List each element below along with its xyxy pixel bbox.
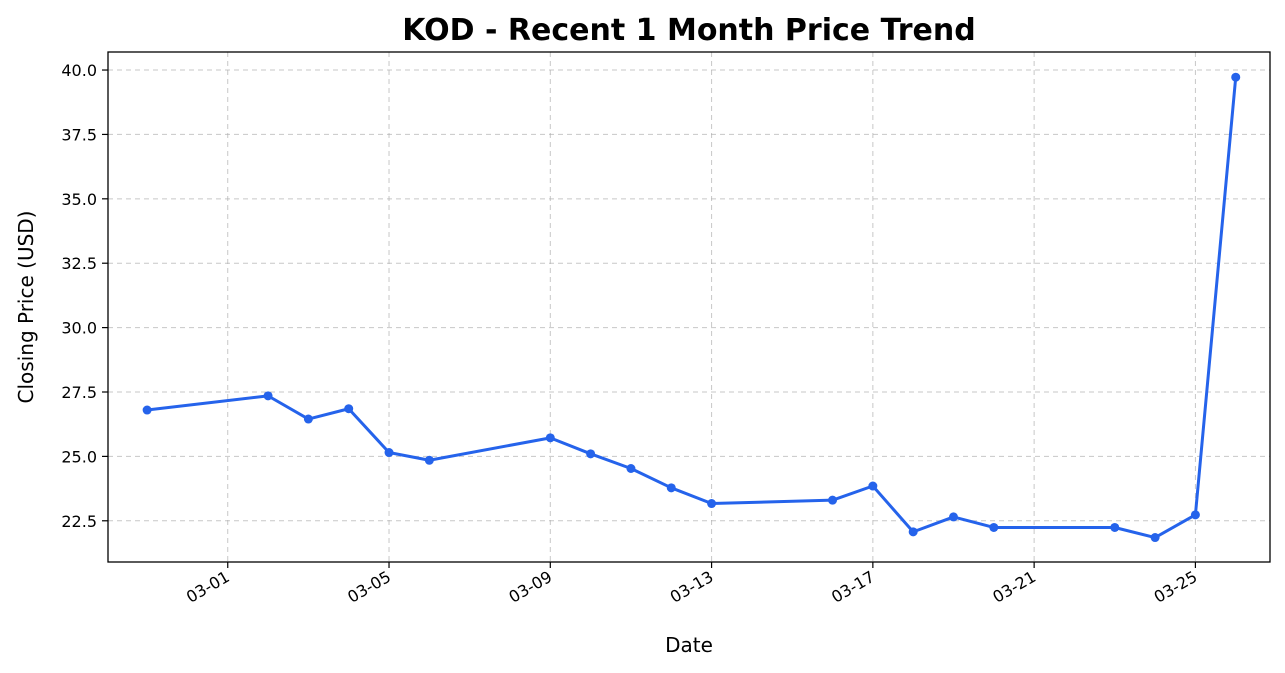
price-point — [586, 449, 596, 459]
x-tick-label: 03-13 — [667, 567, 717, 607]
price-point — [948, 512, 958, 522]
price-point — [344, 404, 354, 414]
price-point — [989, 522, 999, 532]
y-tick-label: 32.5 — [61, 254, 97, 273]
price-point — [303, 414, 313, 424]
plot-frame — [107, 51, 1271, 563]
x-tick-label: 03-25 — [1151, 567, 1201, 607]
price-point — [384, 448, 394, 458]
price-point — [868, 481, 878, 491]
y-tick-label: 40.0 — [61, 61, 97, 80]
y-tick-label: 22.5 — [61, 512, 97, 531]
price-point — [626, 464, 636, 473]
price-point — [263, 391, 273, 401]
y-tick-label: 35.0 — [61, 190, 97, 209]
price-point — [424, 455, 434, 465]
price-point — [142, 405, 152, 415]
price-point — [1190, 510, 1200, 520]
x-tick-label: 03-17 — [828, 567, 878, 607]
x-axis-label: Date — [665, 633, 713, 657]
y-tick-label: 37.5 — [61, 125, 97, 144]
price-point — [707, 499, 717, 509]
y-tick-label: 25.0 — [61, 447, 97, 466]
x-tick-label: 03-21 — [989, 567, 1039, 607]
x-tick-label: 03-05 — [344, 567, 394, 607]
y-axis: 22.5 25.0 27.5 30.0 32.5 35.0 37.5 40.0 — [61, 61, 108, 531]
y-tick-label: 27.5 — [61, 383, 97, 402]
price-point — [545, 433, 555, 443]
price-point — [1110, 522, 1120, 532]
series — [142, 72, 1241, 543]
chart-title: KOD - Recent 1 Month Price Trend — [402, 13, 975, 48]
price-point — [828, 495, 838, 505]
grid — [108, 52, 1270, 562]
x-axis: 03-01 03-05 03-09 03-13 03-17 03-21 03-25 — [183, 562, 1200, 607]
price-point — [908, 527, 918, 537]
price-point — [1231, 72, 1241, 82]
price-line — [145, 75, 1238, 540]
y-axis-label: Closing Price (USD) — [14, 211, 38, 404]
price-point — [666, 483, 676, 493]
x-tick-label: 03-09 — [506, 567, 556, 607]
y-tick-label: 30.0 — [61, 319, 97, 338]
price-point — [1150, 533, 1160, 543]
x-tick-label: 03-01 — [183, 567, 233, 607]
